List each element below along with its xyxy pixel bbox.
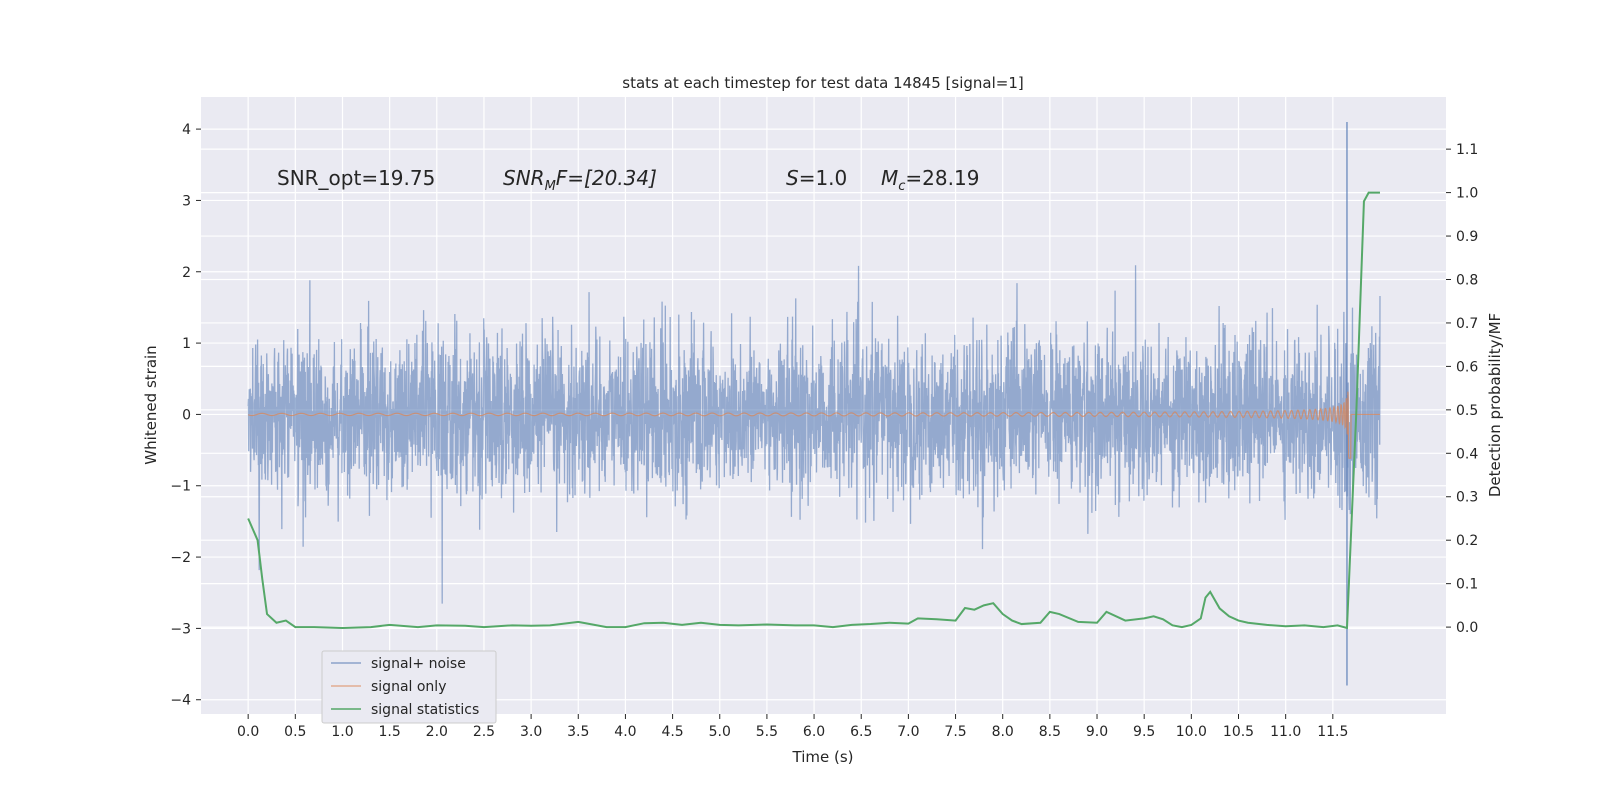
- signal-statistics-series: [247, 191, 1380, 630]
- annotation-snr-opt: SNR_opt=19.75: [277, 166, 435, 190]
- signal-noise-line: [247, 265, 1381, 604]
- legend: signal+ noise signal only signal statist…: [321, 650, 497, 724]
- chart-title: stats at each timestep for test data 148…: [622, 74, 1023, 92]
- x-tick-label: 3.5: [567, 724, 589, 740]
- y-tick-label: −3: [170, 621, 191, 637]
- x-tick-label: 1.0: [331, 724, 353, 740]
- y-axis: 4 3 2 1 0 −1 −2 −3 −4: [170, 122, 201, 709]
- mc-sub: c: [898, 179, 905, 194]
- y2-tick-label: 0.4: [1456, 446, 1478, 462]
- y2-tick-label: 0.7: [1456, 316, 1478, 332]
- x-tick-label: 11.0: [1270, 724, 1301, 740]
- x-axis: 0.0 0.5 1.0 1.5 2.0 2.5 3.0 3.5 4.0 4.5 5.0 5.5 6.0 6…: [237, 714, 1348, 740]
- y2-tick-label: 0.1: [1456, 577, 1478, 593]
- annotation-mc: Mc=28.19: [881, 166, 979, 194]
- y-tick-label: 1: [182, 336, 191, 352]
- x-tick-label: 4.0: [614, 724, 636, 740]
- x-tick-label: 9.0: [1086, 724, 1108, 740]
- signal-only-line: [247, 391, 1380, 459]
- y2-tick-label: 0.8: [1456, 272, 1478, 288]
- legend-label-signal-only: signal only: [371, 679, 446, 695]
- y2-tick-label: 1.0: [1456, 186, 1478, 202]
- x-tick-label: 11.5: [1317, 724, 1348, 740]
- y2-axis-label: Detection probability/MF: [1486, 313, 1504, 497]
- y-tick-label: −4: [170, 693, 191, 709]
- x-axis-label: Time (s): [792, 748, 854, 766]
- x-tick-label: 7.5: [944, 724, 966, 740]
- y2-tick-label: 0.6: [1456, 359, 1478, 375]
- y2-axis: 1.1 1.0 0.9 0.8 0.7 0.6 0.5 0.4 0.3 0.2 0.1 0.0: [1446, 142, 1478, 636]
- y2-tick-label: 0.9: [1456, 229, 1478, 245]
- y-tick-label: 0: [182, 407, 191, 423]
- x-tick-label: 8.5: [1039, 724, 1061, 740]
- y-tick-label: 3: [182, 193, 191, 209]
- y-tick-label: −1: [170, 479, 191, 495]
- y-axis-label: Whitened strain: [142, 345, 160, 464]
- x-tick-label: 4.5: [661, 724, 683, 740]
- legend-box: [321, 650, 497, 724]
- legend-label-signal-statistics: signal statistics: [371, 702, 479, 718]
- x-tick-label: 5.5: [756, 724, 778, 740]
- snr-mf-sub: M: [545, 179, 556, 194]
- y-tick-label: 4: [182, 122, 191, 138]
- x-tick-label: 10.0: [1176, 724, 1207, 740]
- x-tick-label: 9.5: [1133, 724, 1155, 740]
- x-tick-label: 3.0: [520, 724, 542, 740]
- x-tick-label: 2.0: [426, 724, 448, 740]
- x-tick-label: 8.0: [992, 724, 1014, 740]
- x-tick-label: 5.0: [709, 724, 731, 740]
- snr-mf-prefix: SNR: [503, 166, 545, 190]
- x-tick-label: 6.0: [803, 724, 825, 740]
- y-tick-label: 2: [182, 265, 191, 281]
- annotation-s: S=1.0: [786, 166, 847, 190]
- x-tick-label: 1.5: [379, 724, 401, 740]
- y-tick-label: −2: [170, 550, 191, 566]
- x-tick-label: 6.5: [850, 724, 872, 740]
- y2-tick-label: 0.0: [1456, 620, 1478, 636]
- y2-tick-label: 0.2: [1456, 533, 1478, 549]
- legend-label-signal-noise: signal+ noise: [371, 656, 466, 672]
- s-var: S: [786, 166, 799, 190]
- x-tick-label: 7.0: [897, 724, 919, 740]
- x-tick-label: 0.5: [284, 724, 306, 740]
- signal-statistics-line: [247, 191, 1380, 630]
- mc-var: M: [881, 166, 898, 190]
- mc-val: =28.19: [905, 166, 979, 190]
- y2-tick-label: 0.3: [1456, 490, 1478, 506]
- x-tick-label: 2.5: [473, 724, 495, 740]
- y2-tick-label: 1.1: [1456, 142, 1478, 158]
- signal-only-series: [247, 391, 1380, 459]
- s-val: =1.0: [799, 166, 848, 190]
- x-tick-label: 10.5: [1223, 724, 1254, 740]
- x-tick-label: 0.0: [237, 724, 259, 740]
- y2-tick-label: 0.5: [1456, 403, 1478, 419]
- snr-mf-suffix: F=[20.34]: [556, 166, 657, 190]
- annotation-snr-mf: SNRMF=[20.34]: [503, 166, 657, 194]
